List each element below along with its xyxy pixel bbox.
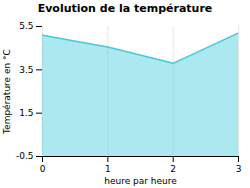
svg-text:heure par heure: heure par heure (104, 176, 177, 186)
svg-text:2: 2 (170, 164, 176, 174)
svg-text:1.5: 1.5 (19, 108, 33, 118)
svg-text:0: 0 (40, 164, 46, 174)
svg-text:5.5: 5.5 (19, 21, 33, 31)
svg-text:1: 1 (105, 164, 111, 174)
svg-text:Température en °C: Température en °C (2, 49, 12, 135)
svg-text:3.5: 3.5 (19, 65, 33, 75)
html-text:Evolution de la température: Evolution de la température (37, 2, 213, 15)
svg-text:3: 3 (236, 164, 242, 174)
svg-text:-0.5: -0.5 (16, 151, 34, 161)
